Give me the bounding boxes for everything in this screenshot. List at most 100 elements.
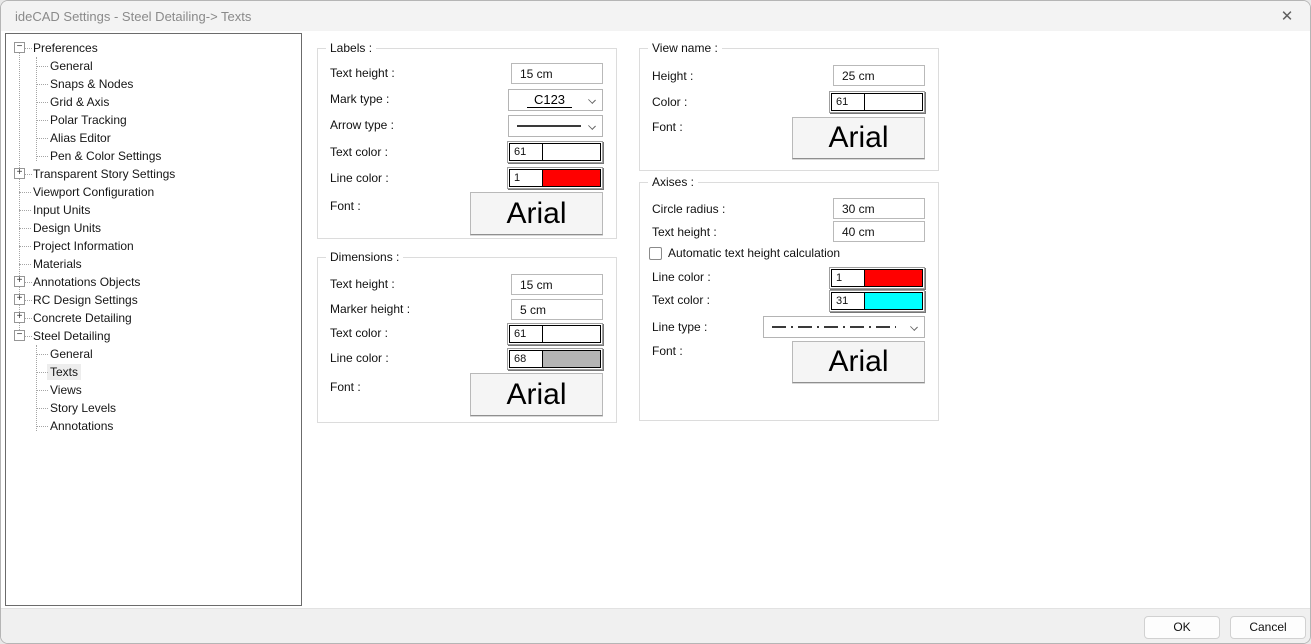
tree-item-materials[interactable]: Materials [6, 255, 301, 273]
tree-connector-steel-detailing [36, 345, 37, 431]
color-swatch [543, 144, 600, 160]
tree-item-story-levels[interactable]: Story Levels [6, 399, 301, 417]
view-name-font-button[interactable]: Arial [792, 117, 925, 159]
tree-item-label: Annotations [50, 419, 114, 433]
dimensions-text-color-label: Text color : [330, 326, 389, 340]
dimensions-group-title: Dimensions : [326, 250, 404, 264]
close-icon: ✕ [1280, 8, 1294, 25]
dimensions-marker-height-label: Marker height : [330, 302, 411, 316]
auto-text-height-checkbox-row[interactable]: Automatic text height calculation [649, 246, 840, 260]
tree-item-label: RC Design Settings [33, 293, 138, 307]
labels-arrow-type-combo[interactable] [508, 115, 603, 137]
color-number: 61 [510, 326, 543, 342]
tree-item-concrete-detailing[interactable]: + Concrete Detailing [6, 309, 301, 327]
labels-text-color-button[interactable]: 61 [507, 141, 603, 163]
tree-item-label: Materials [33, 257, 82, 271]
dimensions-marker-height-input[interactable] [511, 299, 603, 320]
labels-text-height-input[interactable] [511, 63, 603, 84]
tree-item-label: Steel Detailing [33, 329, 111, 343]
tree-item-general[interactable]: General [6, 345, 301, 363]
expand-icon[interactable]: + [14, 276, 25, 287]
tree-item-preferences[interactable]: − Preferences [6, 39, 301, 57]
tree-item-annotations[interactable]: Annotations [6, 417, 301, 435]
view-name-group: View name : Height : Color : 61 Font : A… [639, 41, 939, 171]
labels-text-height-label: Text height : [330, 66, 395, 80]
view-name-color-label: Color : [652, 95, 688, 109]
checkbox-unchecked-icon[interactable] [649, 246, 662, 260]
tree-item-label: Transparent Story Settings [33, 167, 176, 181]
tree-item-views[interactable]: Views [6, 381, 301, 399]
color-number: 61 [510, 144, 543, 160]
labels-group-title: Labels : [326, 41, 377, 55]
tree-item-label: Grid & Axis [50, 95, 110, 109]
view-name-height-input[interactable] [833, 65, 925, 86]
labels-mark-type-combo[interactable]: C123 [508, 89, 603, 111]
dimensions-font-button[interactable]: Arial [470, 373, 603, 416]
tree-item-steel-detailing[interactable]: − Steel Detailing [6, 327, 301, 345]
tree-item-label: Input Units [33, 203, 91, 217]
cancel-button[interactable]: Cancel [1230, 615, 1306, 639]
dimensions-font-label: Font : [330, 380, 361, 394]
chevron-down-icon [910, 323, 918, 331]
tree-item-pen-color-settings[interactable]: Pen & Color Settings [6, 147, 301, 165]
axises-text-height-label: Text height : [652, 225, 717, 239]
tree-item-label: General [50, 347, 93, 361]
tree-item-transparent-story-settings[interactable]: + Transparent Story Settings [6, 165, 301, 183]
tree-item-design-units[interactable]: Design Units [6, 219, 301, 237]
color-swatch [543, 326, 600, 342]
collapse-icon[interactable]: − [14, 42, 25, 53]
tree-item-rc-design-settings[interactable]: + RC Design Settings [6, 291, 301, 309]
color-number: 31 [832, 293, 865, 309]
labels-font-button[interactable]: Arial [470, 192, 603, 235]
chevron-down-icon [588, 122, 596, 130]
tree-item-label: Snaps & Nodes [50, 77, 134, 91]
tree-item-grid-axis[interactable]: Grid & Axis [6, 93, 301, 111]
labels-font-label: Font : [330, 199, 361, 213]
tree-item-label: Alias Editor [50, 131, 111, 145]
labels-mark-type-label: Mark type : [330, 92, 390, 106]
tree-item-viewport-configuration[interactable]: Viewport Configuration [6, 183, 301, 201]
axises-group-title: Axises : [648, 175, 699, 189]
close-button[interactable]: ✕ [1264, 1, 1310, 31]
labels-line-color-button[interactable]: 1 [507, 167, 603, 189]
view-name-group-title: View name : [648, 41, 722, 55]
axises-circle-radius-label: Circle radius : [652, 202, 726, 216]
axises-circle-radius-input[interactable] [833, 198, 925, 219]
tree-item-general[interactable]: General [6, 57, 301, 75]
axises-text-color-button[interactable]: 31 [829, 290, 925, 312]
settings-tree: − Preferences General Snaps & Nodes Grid & A… [6, 39, 301, 605]
color-number: 1 [510, 170, 543, 186]
axises-text-color-label: Text color : [652, 293, 711, 307]
dimensions-text-color-button[interactable]: 61 [507, 323, 603, 345]
axises-line-type-label: Line type : [652, 320, 708, 334]
axises-font-button[interactable]: Arial [792, 341, 925, 383]
tree-item-polar-tracking[interactable]: Polar Tracking [6, 111, 301, 129]
expand-icon[interactable]: + [14, 312, 25, 323]
tree-item-input-units[interactable]: Input Units [6, 201, 301, 219]
tree-item-annotations-objects[interactable]: + Annotations Objects [6, 273, 301, 291]
ok-button[interactable]: OK [1144, 615, 1220, 639]
dimensions-line-color-button[interactable]: 68 [507, 348, 603, 370]
mark-type-value: C123 [526, 92, 573, 108]
tree-item-label: Annotations Objects [33, 275, 141, 289]
tree-item-label: Preferences [33, 41, 98, 55]
expand-icon[interactable]: + [14, 294, 25, 305]
tree-item-label: General [50, 59, 93, 73]
expand-icon[interactable]: + [14, 168, 25, 179]
tree-item-label: Pen & Color Settings [50, 149, 162, 163]
dimensions-text-height-input[interactable] [511, 274, 603, 295]
labels-line-color-label: Line color : [330, 171, 389, 185]
color-swatch [865, 270, 922, 286]
tree-item-texts[interactable]: Texts [6, 363, 301, 381]
view-name-color-button[interactable]: 61 [829, 91, 925, 113]
tree-item-snaps-nodes[interactable]: Snaps & Nodes [6, 75, 301, 93]
collapse-icon[interactable]: − [14, 330, 25, 341]
labels-arrow-type-label: Arrow type : [330, 118, 395, 132]
labels-group: Labels : Text height : Mark type : C123 … [317, 41, 617, 239]
axises-text-height-input[interactable] [833, 221, 925, 242]
tree-item-project-information[interactable]: Project Information [6, 237, 301, 255]
axises-line-type-combo[interactable] [763, 316, 925, 338]
axises-line-color-button[interactable]: 1 [829, 267, 925, 289]
tree-item-alias-editor[interactable]: Alias Editor [6, 129, 301, 147]
